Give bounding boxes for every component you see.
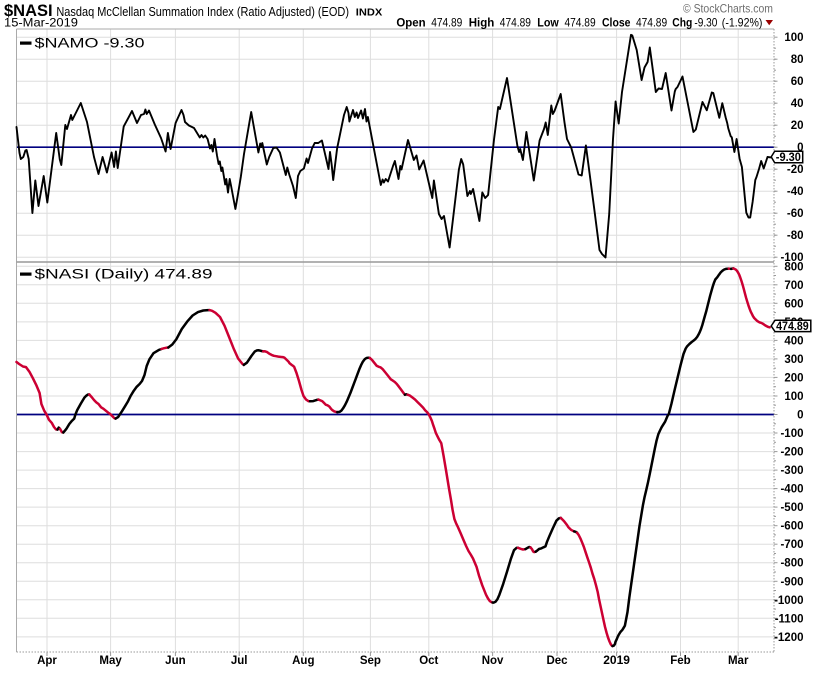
svg-text:-500: -500 — [780, 502, 803, 514]
svg-text:15-Mar-2019: 15-Mar-2019 — [4, 16, 78, 30]
svg-text:Oct: Oct — [419, 655, 438, 667]
svg-text:$NASI: $NASI — [4, 2, 53, 20]
svg-text:Chg: Chg — [672, 16, 692, 30]
svg-text:-9.30: -9.30 — [776, 152, 801, 164]
svg-text:-1000: -1000 — [774, 595, 803, 607]
svg-text:-800: -800 — [780, 558, 803, 570]
svg-text:Nov: Nov — [482, 655, 504, 667]
svg-text:Mar: Mar — [728, 655, 749, 667]
svg-text:100: 100 — [784, 32, 803, 44]
svg-text:100: 100 — [784, 391, 803, 403]
svg-text:Feb: Feb — [670, 655, 690, 667]
svg-text:Jun: Jun — [165, 655, 185, 667]
svg-text:-1100: -1100 — [775, 613, 804, 625]
svg-text:Apr: Apr — [37, 655, 57, 667]
svg-text:474.89: 474.89 — [500, 16, 531, 30]
svg-text:60: 60 — [791, 76, 804, 88]
svg-text:-20: -20 — [787, 164, 804, 176]
svg-text:20: 20 — [791, 120, 804, 132]
svg-text:-1200: -1200 — [774, 632, 803, 644]
svg-text:-200: -200 — [780, 447, 803, 459]
svg-text:INDX: INDX — [356, 7, 383, 19]
svg-text:-40: -40 — [787, 186, 804, 198]
svg-text:(-1.92%): (-1.92%) — [722, 16, 763, 30]
svg-text:-700: -700 — [780, 539, 803, 551]
svg-text:300: 300 — [784, 354, 803, 366]
svg-text:$NASI (Daily) 474.89: $NASI (Daily) 474.89 — [35, 267, 213, 282]
svg-text:80: 80 — [791, 54, 804, 66]
svg-text:400: 400 — [784, 335, 803, 347]
svg-text:474.89: 474.89 — [565, 16, 596, 30]
svg-text:474.89: 474.89 — [776, 321, 809, 333]
svg-text:Open: Open — [396, 16, 425, 30]
svg-text:600: 600 — [784, 298, 803, 310]
svg-text:0: 0 — [797, 410, 803, 422]
svg-text:Sep: Sep — [360, 655, 381, 667]
svg-text:Close: Close — [602, 16, 631, 30]
svg-text:40: 40 — [791, 98, 804, 110]
svg-text:0: 0 — [797, 142, 803, 154]
svg-text:Nasdaq McClellan Summation Ind: Nasdaq McClellan Summation Index (Ratio … — [56, 5, 349, 19]
svg-text:-60: -60 — [787, 208, 804, 220]
svg-text:-300: -300 — [780, 465, 803, 477]
svg-text:-100: -100 — [780, 428, 803, 440]
svg-text:-900: -900 — [780, 576, 803, 588]
svg-text:May: May — [99, 655, 122, 667]
svg-text:Jul: Jul — [231, 655, 248, 667]
svg-text:High: High — [469, 16, 495, 30]
svg-text:Aug: Aug — [292, 655, 314, 667]
svg-text:2019: 2019 — [603, 653, 630, 667]
svg-text:474.89: 474.89 — [636, 16, 667, 30]
svg-text:200: 200 — [784, 372, 803, 384]
svg-text:Low: Low — [537, 16, 559, 30]
svg-text:-80: -80 — [787, 230, 804, 242]
svg-text:$NAMO -9.30: $NAMO -9.30 — [35, 36, 145, 51]
svg-text:-9.30: -9.30 — [694, 16, 717, 30]
svg-text:474.89: 474.89 — [431, 16, 462, 30]
svg-text:-400: -400 — [780, 484, 803, 496]
svg-text:© StockCharts.com: © StockCharts.com — [683, 2, 773, 16]
svg-text:-600: -600 — [780, 521, 803, 533]
svg-text:-100: -100 — [780, 252, 803, 264]
svg-text:800: 800 — [784, 261, 803, 273]
svg-text:Dec: Dec — [546, 655, 568, 667]
svg-text:700: 700 — [784, 280, 803, 292]
